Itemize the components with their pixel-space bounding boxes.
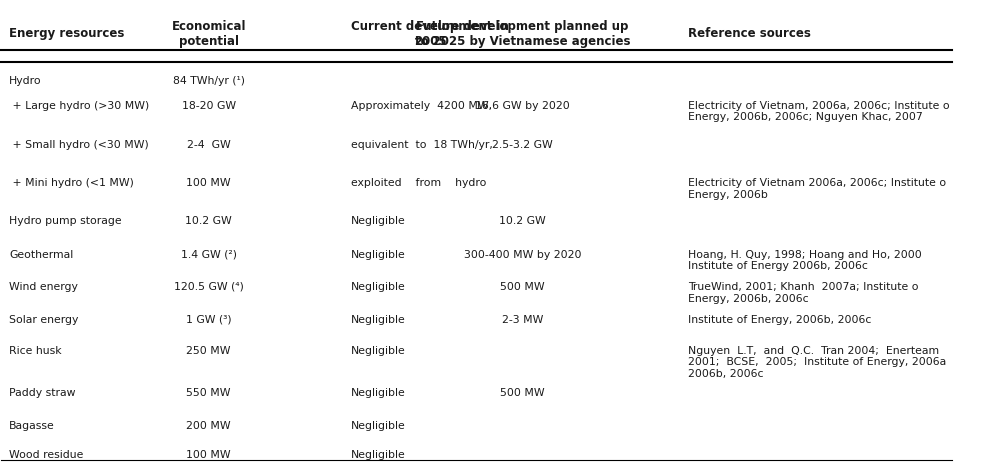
Text: 16.6 GW by 2020: 16.6 GW by 2020 (475, 101, 570, 111)
Text: Geothermal: Geothermal (9, 250, 73, 259)
Text: 100 MW: 100 MW (186, 450, 231, 460)
Text: 2-4  GW: 2-4 GW (187, 140, 231, 150)
Text: + Mini hydro (<1 MW): + Mini hydro (<1 MW) (9, 178, 134, 188)
Text: Negligible: Negligible (351, 388, 406, 398)
Text: Paddy straw: Paddy straw (9, 388, 75, 398)
Text: 100 MW: 100 MW (186, 178, 231, 188)
Text: Wood residue: Wood residue (9, 450, 83, 460)
Text: Solar energy: Solar energy (9, 315, 78, 325)
Text: Negligible: Negligible (351, 346, 406, 356)
Text: 10.2 GW: 10.2 GW (185, 216, 232, 226)
Text: Institute of Energy, 2006b, 2006c: Institute of Energy, 2006b, 2006c (688, 315, 871, 325)
Text: 550 MW: 550 MW (186, 388, 231, 398)
Text: Bagasse: Bagasse (9, 421, 55, 431)
Text: equivalent  to  18 TWh/yr,: equivalent to 18 TWh/yr, (351, 140, 493, 150)
Text: Nguyen  L.T,  and  Q.C.  Tran 2004;  Enerteam
2001;  BCSE,  2005;  Institute of : Nguyen L.T, and Q.C. Tran 2004; Enerteam… (688, 346, 946, 379)
Text: Negligible: Negligible (351, 315, 406, 325)
Text: 500 MW: 500 MW (500, 282, 545, 292)
Text: exploited    from    hydro: exploited from hydro (351, 178, 487, 188)
Text: Electricity of Vietnam, 2006a, 2006c; Institute o
Energy, 2006b, 2006c; Nguyen K: Electricity of Vietnam, 2006a, 2006c; In… (688, 101, 950, 122)
Text: Negligible: Negligible (351, 282, 406, 292)
Text: Rice husk: Rice husk (9, 346, 62, 356)
Text: + Small hydro (<30 MW): + Small hydro (<30 MW) (9, 140, 149, 150)
Text: Hydro: Hydro (9, 76, 42, 86)
Text: Reference sources: Reference sources (688, 27, 811, 40)
Text: Negligible: Negligible (351, 250, 406, 259)
Text: 1.4 GW (²): 1.4 GW (²) (181, 250, 237, 259)
Text: + Large hydro (>30 MW): + Large hydro (>30 MW) (9, 101, 149, 111)
Text: Negligible: Negligible (351, 450, 406, 460)
Text: Negligible: Negligible (351, 421, 406, 431)
Text: 120.5 GW (⁴): 120.5 GW (⁴) (174, 282, 244, 292)
Text: 18-20 GW: 18-20 GW (182, 101, 236, 111)
Text: 84 TWh/yr (¹): 84 TWh/yr (¹) (173, 76, 245, 86)
Text: Negligible: Negligible (351, 216, 406, 226)
Text: 200 MW: 200 MW (186, 421, 231, 431)
Text: Hydro pump storage: Hydro pump storage (9, 216, 122, 226)
Text: 2-3 MW: 2-3 MW (502, 315, 543, 325)
Text: 10.2 GW: 10.2 GW (499, 216, 546, 226)
Text: 1 GW (³): 1 GW (³) (186, 315, 232, 325)
Text: Approximately  4200 MW,: Approximately 4200 MW, (351, 101, 492, 111)
Text: Energy resources: Energy resources (9, 27, 124, 40)
Text: Hoang, H. Quy, 1998; Hoang and Ho, 2000
Institute of Energy 2006b, 2006c: Hoang, H. Quy, 1998; Hoang and Ho, 2000 … (688, 250, 922, 271)
Text: 2.5-3.2 GW: 2.5-3.2 GW (492, 140, 553, 150)
Text: TrueWind, 2001; Khanh  2007a; Institute o
Energy, 2006b, 2006c: TrueWind, 2001; Khanh 2007a; Institute o… (688, 282, 919, 304)
Text: Economical
potential: Economical potential (171, 20, 246, 48)
Text: 250 MW: 250 MW (186, 346, 231, 356)
Text: Current development in
2005: Current development in 2005 (351, 20, 509, 48)
Text: Electricity of Vietnam 2006a, 2006c; Institute o
Energy, 2006b: Electricity of Vietnam 2006a, 2006c; Ins… (688, 178, 946, 199)
Text: 500 MW: 500 MW (500, 388, 545, 398)
Text: 300-400 MW by 2020: 300-400 MW by 2020 (464, 250, 581, 259)
Text: Wind energy: Wind energy (9, 282, 78, 292)
Text: Future development planned up
to 2025 by Vietnamese agencies: Future development planned up to 2025 by… (415, 20, 630, 48)
